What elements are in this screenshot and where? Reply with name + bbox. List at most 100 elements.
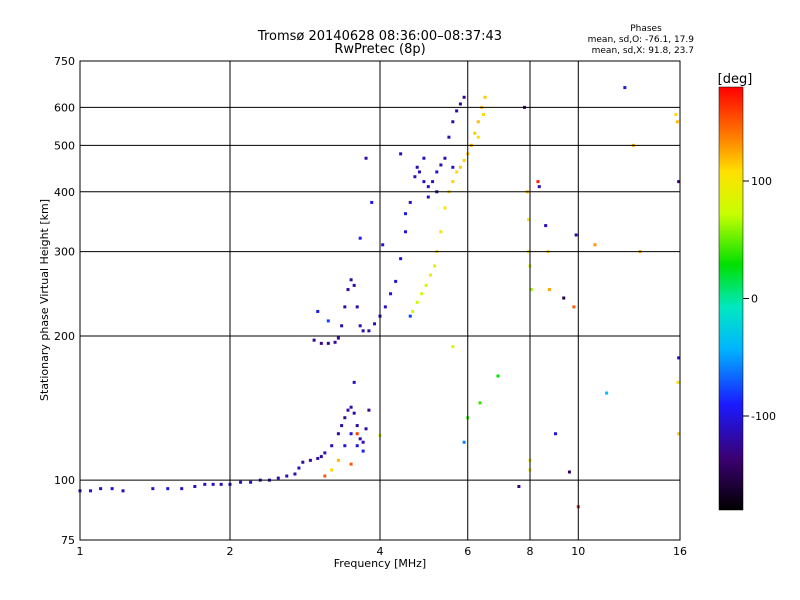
data-point (529, 288, 533, 292)
data-point (496, 374, 500, 378)
x-tick-label: 10 (571, 545, 585, 558)
data-point (276, 476, 280, 480)
data-point (428, 273, 432, 277)
data-point (527, 218, 531, 222)
colorbar-tick-label: 100 (751, 175, 772, 188)
data-point (352, 380, 356, 384)
data-point (476, 135, 480, 139)
data-point (383, 305, 387, 309)
data-point (239, 480, 243, 484)
data-point (572, 305, 576, 309)
data-point (308, 458, 312, 462)
colorbar-tick-label: -100 (751, 410, 776, 423)
data-point (343, 416, 347, 420)
data-point (415, 165, 419, 169)
data-point (399, 257, 403, 261)
data-point (447, 135, 451, 139)
data-point (422, 180, 426, 184)
data-point (312, 338, 316, 342)
data-point (389, 292, 393, 296)
data-point (675, 120, 679, 124)
data-point (355, 432, 359, 436)
data-point (443, 156, 447, 160)
data-point (424, 283, 428, 287)
data-point (408, 314, 412, 318)
grid-lines (80, 61, 680, 540)
data-point (333, 340, 337, 344)
x-tick-label: 6 (464, 545, 471, 558)
data-point (674, 112, 678, 116)
data-point (574, 233, 578, 237)
data-point (476, 120, 480, 124)
data-point (349, 278, 353, 282)
data-point (121, 489, 125, 493)
data-point (352, 411, 356, 415)
data-point (367, 408, 371, 412)
data-point (451, 345, 455, 349)
data-point (326, 341, 330, 345)
data-point (203, 482, 207, 486)
data-point (249, 480, 253, 484)
data-point (355, 424, 359, 428)
data-point (180, 487, 184, 491)
y-tick-label: 600 (54, 101, 75, 114)
data-point (593, 243, 597, 247)
x-tick-label: 1 (77, 545, 84, 558)
data-point (323, 474, 327, 478)
colorbar (718, 86, 744, 511)
data-point (211, 482, 215, 486)
data-point (455, 170, 459, 174)
data-point (285, 474, 289, 478)
data-point (435, 170, 439, 174)
y-tick-label: 100 (54, 474, 75, 487)
data-point (677, 432, 681, 436)
data-point (415, 300, 419, 304)
x-tick-label: 16 (673, 545, 687, 558)
colorbar-tick-label: 0 (751, 293, 758, 306)
data-point (323, 451, 327, 455)
data-point (677, 356, 681, 360)
data-point (439, 163, 443, 167)
data-point (349, 432, 353, 436)
data-point (349, 462, 353, 466)
data-point (567, 470, 571, 474)
data-point (483, 95, 487, 99)
data-point (451, 165, 455, 169)
data-point (431, 180, 435, 184)
stats-line-x: mean, sd,X: 91.8, 23.7 (592, 46, 694, 56)
data-point (373, 322, 377, 326)
data-point (330, 444, 334, 448)
data-point (319, 455, 323, 459)
data-point (361, 449, 365, 453)
data-point (411, 309, 415, 313)
stats-heading: Phases (630, 24, 662, 34)
data-point (605, 391, 609, 395)
data-point (413, 175, 417, 179)
data-point (544, 224, 548, 228)
data-point (458, 102, 462, 106)
data-point (403, 212, 407, 216)
data-point (319, 341, 323, 345)
y-tick-label: 500 (54, 139, 75, 152)
data-point (381, 243, 385, 247)
data-point (676, 380, 680, 384)
y-tick-label: 300 (54, 246, 75, 259)
data-point (361, 329, 365, 333)
data-point (193, 484, 197, 488)
x-tick-label: 2 (227, 545, 234, 558)
data-point (364, 427, 368, 431)
data-point (219, 482, 223, 486)
data-point (346, 288, 350, 292)
colorbar-ticks: 100 0 -100 (743, 175, 776, 423)
data-point (433, 264, 437, 268)
data-point (399, 152, 403, 156)
data-point (316, 309, 320, 313)
data-point (517, 484, 521, 488)
chart-subtitle: RwPretec (8p) (334, 42, 425, 57)
data-point (443, 206, 447, 210)
plot-frame (79, 60, 681, 541)
colorbar-label: [deg] (718, 72, 753, 87)
data-point (462, 158, 466, 162)
data-point (439, 230, 443, 234)
